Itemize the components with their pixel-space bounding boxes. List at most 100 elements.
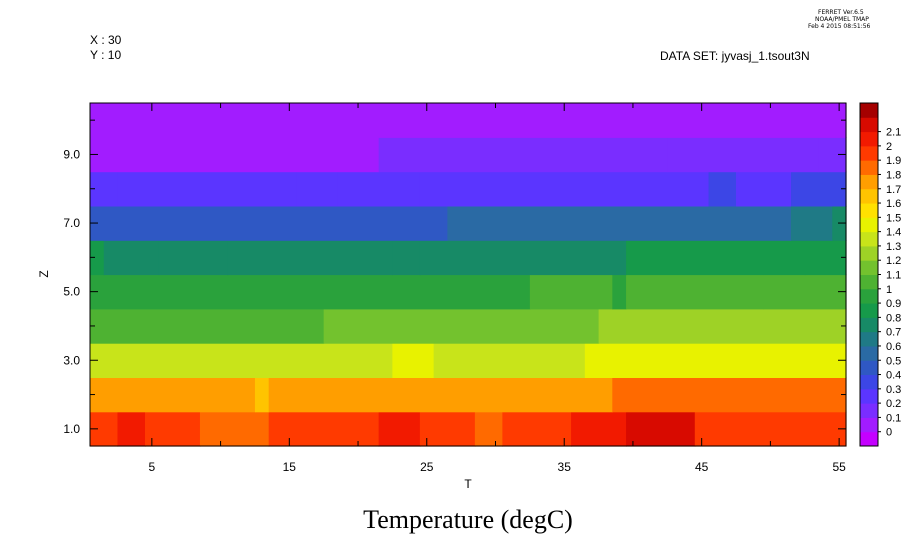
heatmap-cell — [433, 343, 586, 378]
colorbar-label: 2 — [886, 141, 892, 153]
heatmap-cell — [103, 205, 448, 241]
heatmap-cell — [502, 411, 572, 447]
heatmap-cell — [296, 171, 339, 207]
colorbar-label: 1.8 — [886, 169, 901, 181]
colorbar-band — [860, 431, 878, 447]
heatmap-cell — [419, 411, 476, 447]
heatmap-cell — [268, 377, 613, 413]
heatmap-cell — [378, 411, 421, 447]
heatmap-cell — [626, 240, 806, 276]
x-tick-label: 5 — [149, 460, 156, 474]
heatmap-cell — [626, 274, 765, 310]
heatmap-cell — [199, 411, 270, 447]
colorbar-label: 1.3 — [886, 241, 901, 253]
colorbar-band — [860, 103, 878, 118]
heatmap-cell — [392, 240, 421, 276]
colorbar-label: 0.6 — [886, 341, 901, 353]
heatmap-cell — [144, 411, 201, 447]
heatmap-cell — [571, 411, 627, 447]
heatmap-cell — [323, 308, 600, 344]
colorbar-label: 0.3 — [886, 384, 901, 396]
ferret-org-label: NOAA/PMEL TMAP — [815, 16, 869, 23]
colorbar-label: 0.2 — [886, 398, 901, 410]
x-tick-label: 35 — [558, 460, 572, 474]
y-tick-label: 5.0 — [63, 285, 80, 299]
colorbar-band — [860, 374, 878, 390]
colorbar-label: 1.2 — [886, 255, 901, 267]
colorbar-band — [860, 260, 878, 275]
heatmap-cell — [90, 137, 380, 173]
heatmap-cell — [90, 377, 256, 413]
heatmap-cells — [90, 103, 847, 447]
heatmap-cell — [804, 240, 847, 276]
colorbar-band — [860, 231, 878, 247]
y-tick-label: 3.0 — [63, 353, 80, 367]
heatmap-cell — [90, 308, 325, 344]
colorbar-band — [860, 345, 878, 361]
colorbar-label: 0.7 — [886, 327, 901, 339]
colorbar-label: 0.9 — [886, 298, 901, 310]
colorbar-label: 0.8 — [886, 312, 901, 324]
colorbar-band — [860, 417, 878, 433]
heatmap-cell — [117, 411, 146, 447]
y-position-label: Y : 10 — [90, 48, 121, 62]
heatmap-cell — [447, 205, 792, 241]
heatmap-cell — [708, 171, 737, 207]
heatmap-cell — [474, 411, 503, 447]
heatmap-cell — [254, 377, 270, 413]
y-tick-label: 9.0 — [63, 147, 80, 161]
colorbar-label: 1.7 — [886, 184, 901, 196]
axis-ticks: 5 15 25 35 45 55 1.0 3.0 5.0 7.0 9.0 — [63, 103, 846, 474]
colorbar-label: 0 — [886, 427, 892, 439]
colorbar-band — [860, 131, 878, 147]
heatmap-cell — [158, 240, 229, 276]
heatmap-cell — [337, 171, 421, 207]
heatmap-cell — [584, 343, 847, 378]
heatmap-cell — [90, 274, 531, 310]
colorbar-band — [860, 174, 878, 190]
colorbar-band — [860, 117, 878, 133]
plot-frame — [89, 102, 847, 447]
colorbar-label: 1.4 — [886, 227, 901, 239]
chart-title: Temperature (degC) — [363, 505, 573, 534]
heatmap-cell — [694, 411, 847, 447]
colorbar: 0 0.1 0.2 0.3 0.4 0.5 0.6 0.7 0.8 0.9 1 1.1 1.2 1.3 1.… — [859, 102, 901, 447]
heatmap-cell — [268, 411, 380, 447]
heatmap-cell — [90, 103, 847, 138]
colorbar-band — [860, 203, 878, 218]
heatmap-cell — [419, 240, 627, 276]
colorbar-label: 0.5 — [886, 355, 901, 367]
colorbar-band — [860, 360, 878, 376]
x-position-label: X : 30 — [90, 33, 122, 47]
colorbar-band — [860, 331, 878, 347]
x-tick-label: 55 — [832, 460, 846, 474]
colorbar-band — [860, 188, 878, 204]
colorbar-label: 1.6 — [886, 198, 901, 210]
heatmap-cell — [227, 240, 393, 276]
x-tick-label: 25 — [420, 460, 434, 474]
heatmap-cell — [791, 205, 833, 241]
heatmap-cell — [419, 171, 710, 207]
colorbar-label: 1.5 — [886, 212, 901, 224]
colorbar-band — [860, 274, 878, 290]
colorbar-band — [860, 317, 878, 333]
y-tick-label: 1.0 — [63, 422, 80, 436]
colorbar-band — [860, 388, 878, 404]
ferret-date-label: Feb 4 2015 08:51:56 — [808, 23, 871, 30]
colorbar-band — [860, 303, 878, 318]
x-axis-label: T — [464, 477, 472, 491]
colorbar-label: 1.1 — [886, 270, 901, 282]
colorbar-band — [860, 160, 878, 175]
x-tick-label: 45 — [695, 460, 709, 474]
x-tick-label: 15 — [283, 460, 297, 474]
colorbar-label: 1 — [886, 284, 892, 296]
colorbar-label: 0.1 — [886, 412, 901, 424]
heatmap-cell — [378, 137, 668, 173]
colorbar-band — [860, 145, 878, 161]
heatmap-cell — [763, 274, 847, 310]
heatmap-cell — [529, 274, 613, 310]
y-axis-label: Z — [37, 270, 51, 277]
colorbar-label: 2.1 — [886, 127, 901, 139]
heatmap-cell — [392, 343, 435, 378]
